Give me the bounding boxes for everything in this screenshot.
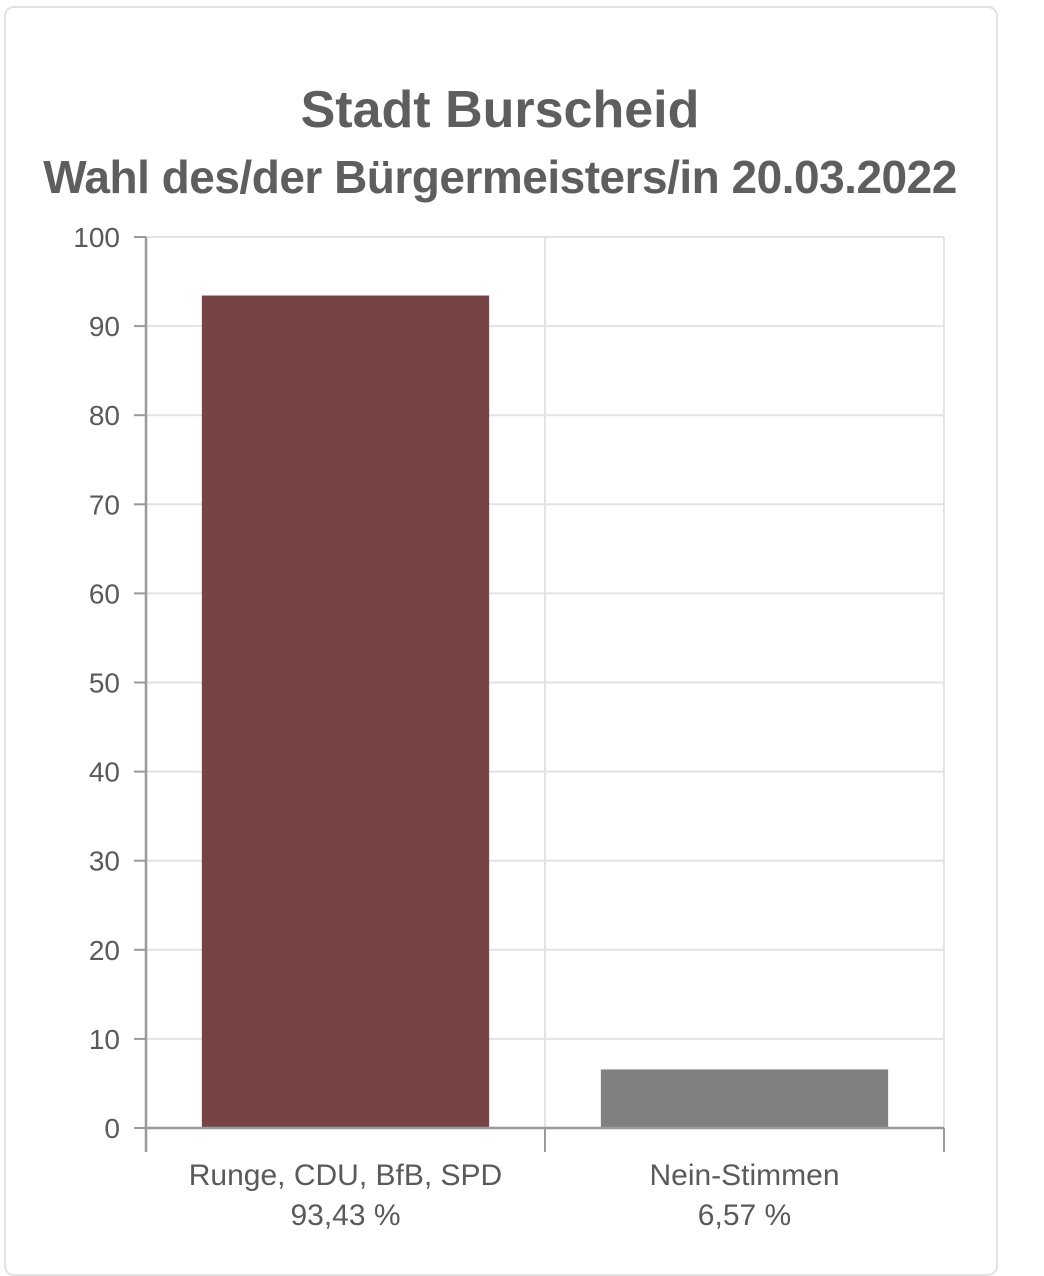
bar-2 [600,1069,889,1128]
x-value-label: 93,43 % [290,1199,400,1232]
y-tick-label: 90 [89,311,120,342]
y-tick-label: 80 [89,400,120,431]
y-tick-label: 20 [89,935,120,966]
y-tick-label: 40 [89,757,120,788]
y-tick-label: 0 [104,1113,120,1144]
y-tick-label: 50 [89,668,120,699]
x-value-label: 6,57 % [698,1199,791,1232]
chart-title: Stadt Burscheid [300,81,700,139]
y-tick-label: 70 [89,489,120,520]
chart-subtitle: Wahl des/der Bürgermeisters/in 20.03.202… [43,151,957,203]
y-tick-label: 10 [89,1024,120,1055]
y-tick-label: 100 [73,222,120,253]
x-tick-label: Nein-Stimmen [649,1159,839,1192]
bar-1 [201,295,490,1128]
y-tick-label: 60 [89,578,120,609]
x-tick-label: Runge, CDU, BfB, SPD [189,1159,502,1192]
chart-card [4,6,998,1276]
y-tick-label: 30 [89,846,120,877]
